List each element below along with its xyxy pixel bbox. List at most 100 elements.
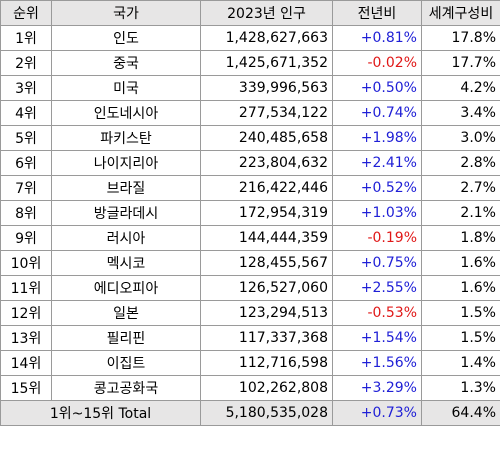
country-cell: 콩고공화국 <box>51 375 201 401</box>
header-country: 국가 <box>51 0 201 26</box>
country-cell: 방글라데시 <box>51 200 201 226</box>
change-cell: +0.81% <box>332 25 422 51</box>
country-cell: 인도네시아 <box>51 100 201 126</box>
population-cell: 144,444,359 <box>200 225 333 251</box>
share-cell: 17.7% <box>421 50 500 76</box>
country-cell: 이집트 <box>51 350 201 376</box>
table-body: 1위 인도 1,428,627,663 +0.81% 17.8% 2위 중국 1,425,67… <box>0 25 500 401</box>
population-cell: 240,485,658 <box>200 125 333 151</box>
country-cell: 나이지리아 <box>51 150 201 176</box>
table-row: 7위 브라질 216,422,446 +0.52% 2.7% <box>0 175 500 201</box>
population-cell: 223,804,632 <box>200 150 333 176</box>
population-cell: 277,534,122 <box>200 100 333 126</box>
country-cell: 멕시코 <box>51 250 201 276</box>
rank-cell: 13위 <box>0 325 52 351</box>
share-cell: 1.8% <box>421 225 500 251</box>
rank-cell: 9위 <box>0 225 52 251</box>
change-cell: -0.53% <box>332 300 422 326</box>
share-cell: 1.6% <box>421 250 500 276</box>
share-cell: 2.8% <box>421 150 500 176</box>
change-cell: +1.54% <box>332 325 422 351</box>
change-cell: +0.75% <box>332 250 422 276</box>
population-cell: 102,262,808 <box>200 375 333 401</box>
share-cell: 3.4% <box>421 100 500 126</box>
rank-cell: 5위 <box>0 125 52 151</box>
table-row: 1위 인도 1,428,627,663 +0.81% 17.8% <box>0 25 500 51</box>
population-cell: 1,428,627,663 <box>200 25 333 51</box>
population-cell: 128,455,567 <box>200 250 333 276</box>
rank-cell: 8위 <box>0 200 52 226</box>
population-table: 순위 국가 2023년 인구 전년비 세계구성비 1위 인도 1,428,627,6… <box>0 0 500 426</box>
total-label: 1위~15위 Total <box>0 400 201 426</box>
share-cell: 3.0% <box>421 125 500 151</box>
change-cell: +0.52% <box>332 175 422 201</box>
population-cell: 126,527,060 <box>200 275 333 301</box>
population-cell: 216,422,446 <box>200 175 333 201</box>
table-row: 2위 중국 1,425,671,352 -0.02% 17.7% <box>0 50 500 76</box>
total-share: 64.4% <box>421 400 500 426</box>
table-row: 15위 콩고공화국 102,262,808 +3.29% 1.3% <box>0 375 500 401</box>
population-cell: 172,954,319 <box>200 200 333 226</box>
share-cell: 2.7% <box>421 175 500 201</box>
table-row: 9위 러시아 144,444,359 -0.19% 1.8% <box>0 225 500 251</box>
table-row: 8위 방글라데시 172,954,319 +1.03% 2.1% <box>0 200 500 226</box>
change-cell: +1.56% <box>332 350 422 376</box>
header-row: 순위 국가 2023년 인구 전년비 세계구성비 <box>0 0 500 26</box>
rank-cell: 10위 <box>0 250 52 276</box>
table-row: 4위 인도네시아 277,534,122 +0.74% 3.4% <box>0 100 500 126</box>
change-cell: +0.74% <box>332 100 422 126</box>
country-cell: 중국 <box>51 50 201 76</box>
population-cell: 123,294,513 <box>200 300 333 326</box>
change-cell: +2.41% <box>332 150 422 176</box>
total-row: 1위~15위 Total 5,180,535,028 +0.73% 64.4% <box>0 400 500 426</box>
header-share: 세계구성비 <box>421 0 500 26</box>
change-cell: -0.19% <box>332 225 422 251</box>
share-cell: 1.4% <box>421 350 500 376</box>
country-cell: 필리핀 <box>51 325 201 351</box>
population-cell: 112,716,598 <box>200 350 333 376</box>
header-population: 2023년 인구 <box>200 0 333 26</box>
rank-cell: 1위 <box>0 25 52 51</box>
share-cell: 1.5% <box>421 300 500 326</box>
rank-cell: 6위 <box>0 150 52 176</box>
population-cell: 339,996,563 <box>200 75 333 101</box>
change-cell: +1.03% <box>332 200 422 226</box>
population-cell: 1,425,671,352 <box>200 50 333 76</box>
country-cell: 브라질 <box>51 175 201 201</box>
change-cell: +3.29% <box>332 375 422 401</box>
total-population: 5,180,535,028 <box>200 400 333 426</box>
rank-cell: 2위 <box>0 50 52 76</box>
rank-cell: 12위 <box>0 300 52 326</box>
share-cell: 1.3% <box>421 375 500 401</box>
population-cell: 117,337,368 <box>200 325 333 351</box>
rank-cell: 7위 <box>0 175 52 201</box>
rank-cell: 14위 <box>0 350 52 376</box>
table-row: 14위 이집트 112,716,598 +1.56% 1.4% <box>0 350 500 376</box>
share-cell: 17.8% <box>421 25 500 51</box>
table-row: 13위 필리핀 117,337,368 +1.54% 1.5% <box>0 325 500 351</box>
table-row: 12위 일본 123,294,513 -0.53% 1.5% <box>0 300 500 326</box>
change-cell: +1.98% <box>332 125 422 151</box>
rank-cell: 11위 <box>0 275 52 301</box>
change-cell: +0.50% <box>332 75 422 101</box>
country-cell: 파키스탄 <box>51 125 201 151</box>
country-cell: 인도 <box>51 25 201 51</box>
table-row: 5위 파키스탄 240,485,658 +1.98% 3.0% <box>0 125 500 151</box>
share-cell: 1.5% <box>421 325 500 351</box>
rank-cell: 4위 <box>0 100 52 126</box>
rank-cell: 3위 <box>0 75 52 101</box>
change-cell: +2.55% <box>332 275 422 301</box>
share-cell: 2.1% <box>421 200 500 226</box>
table-row: 6위 나이지리아 223,804,632 +2.41% 2.8% <box>0 150 500 176</box>
table-row: 10위 멕시코 128,455,567 +0.75% 1.6% <box>0 250 500 276</box>
header-change: 전년비 <box>332 0 422 26</box>
share-cell: 4.2% <box>421 75 500 101</box>
change-cell: -0.02% <box>332 50 422 76</box>
country-cell: 러시아 <box>51 225 201 251</box>
country-cell: 미국 <box>51 75 201 101</box>
table-row: 3위 미국 339,996,563 +0.50% 4.2% <box>0 75 500 101</box>
country-cell: 에디오피아 <box>51 275 201 301</box>
country-cell: 일본 <box>51 300 201 326</box>
share-cell: 1.6% <box>421 275 500 301</box>
total-change: +0.73% <box>332 400 422 426</box>
